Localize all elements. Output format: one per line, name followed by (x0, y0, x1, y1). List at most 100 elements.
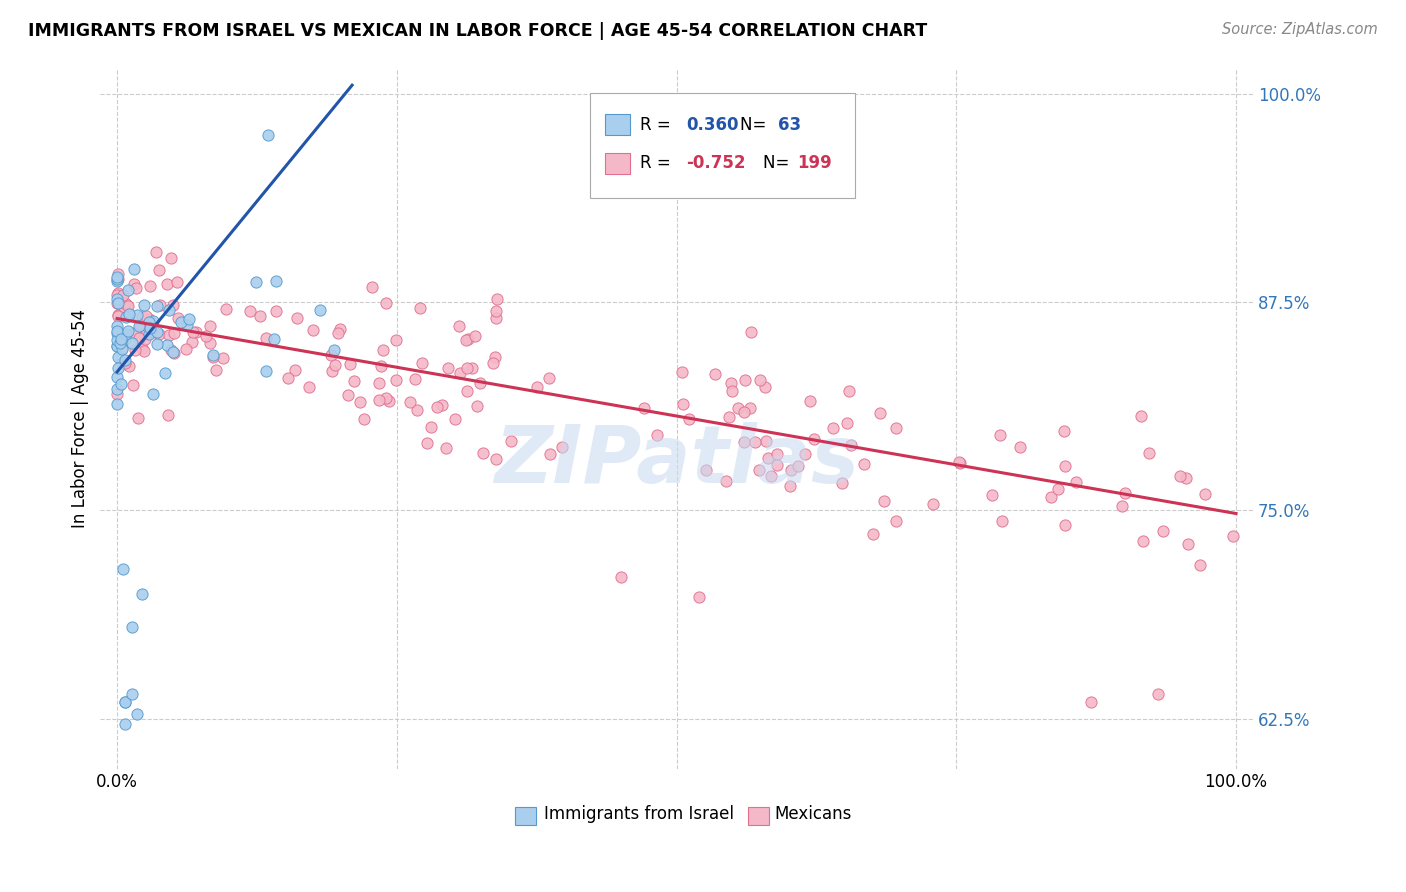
Point (115, 326, 138, 341)
Point (501, 434, 523, 449)
Point (1189, 558, 1212, 572)
Point (988, 428, 1011, 442)
Point (326, 326, 349, 340)
Point (869, 406, 891, 420)
Point (135, 310, 157, 324)
Point (181, 325, 204, 339)
Point (323, 343, 346, 358)
Point (157, 303, 180, 318)
Point (114, 296, 136, 310)
Point (755, 434, 778, 448)
Point (749, 373, 772, 387)
Point (202, 348, 225, 362)
Point (1174, 471, 1197, 485)
FancyBboxPatch shape (605, 153, 630, 174)
Point (756, 450, 779, 465)
Text: N=: N= (740, 116, 772, 134)
Point (1080, 695, 1102, 709)
Point (526, 380, 548, 394)
Point (105, 339, 128, 353)
Point (733, 405, 755, 419)
Point (1146, 687, 1168, 701)
Point (257, 128, 280, 143)
Point (170, 316, 193, 330)
Point (163, 326, 186, 340)
Point (721, 384, 744, 399)
Point (460, 360, 482, 375)
Point (748, 463, 770, 477)
Point (799, 394, 821, 409)
Point (688, 590, 710, 604)
Point (1114, 485, 1136, 500)
Point (373, 343, 395, 358)
Y-axis label: In Labor Force | Age 45-54: In Labor Force | Age 45-54 (72, 309, 89, 528)
Point (766, 447, 789, 461)
Point (114, 353, 136, 368)
Point (107, 351, 129, 365)
Point (211, 351, 233, 365)
Point (343, 374, 366, 388)
Point (105, 271, 128, 285)
Point (148, 262, 170, 277)
Text: 0.360: 0.360 (686, 116, 738, 134)
Point (430, 398, 453, 412)
Point (399, 395, 422, 409)
Point (1168, 468, 1191, 483)
Point (406, 403, 429, 417)
Point (457, 332, 479, 346)
Point (484, 351, 506, 365)
Point (1152, 524, 1174, 538)
Point (465, 399, 488, 413)
Point (159, 343, 181, 357)
Point (717, 409, 740, 424)
Point (117, 300, 139, 314)
Point (1053, 425, 1076, 439)
Point (135, 327, 157, 342)
Point (105, 269, 128, 284)
Point (740, 325, 762, 339)
Point (107, 285, 129, 300)
Point (370, 359, 392, 373)
Point (184, 325, 207, 339)
Point (162, 298, 184, 312)
Point (264, 274, 287, 288)
Point (156, 277, 179, 291)
Point (163, 346, 186, 360)
Text: R =: R = (640, 116, 676, 134)
Point (449, 366, 471, 380)
Point (1040, 490, 1063, 504)
Point (704, 367, 727, 381)
Point (456, 361, 478, 376)
Point (110, 335, 132, 350)
Point (949, 456, 972, 470)
Point (404, 372, 426, 386)
Point (200, 318, 222, 333)
Point (107, 267, 129, 281)
Point (146, 299, 169, 313)
Point (148, 327, 170, 342)
Point (112, 332, 135, 346)
Point (141, 325, 163, 339)
FancyBboxPatch shape (591, 93, 855, 198)
Point (744, 434, 766, 449)
Text: Mexicans: Mexicans (775, 805, 852, 823)
Point (464, 328, 486, 343)
FancyBboxPatch shape (748, 807, 769, 824)
Point (121, 620, 143, 634)
Point (245, 275, 267, 289)
Text: R =: R = (640, 154, 676, 172)
Point (301, 323, 323, 337)
Point (142, 314, 165, 328)
Point (284, 363, 307, 377)
Point (329, 322, 352, 336)
Point (214, 301, 236, 316)
Point (264, 304, 287, 318)
Point (121, 687, 143, 701)
Text: 63: 63 (778, 116, 801, 134)
Point (678, 411, 700, 425)
Point (110, 332, 132, 346)
Point (105, 292, 128, 306)
Point (118, 359, 141, 374)
Text: 199: 199 (797, 154, 832, 172)
Point (134, 332, 156, 346)
